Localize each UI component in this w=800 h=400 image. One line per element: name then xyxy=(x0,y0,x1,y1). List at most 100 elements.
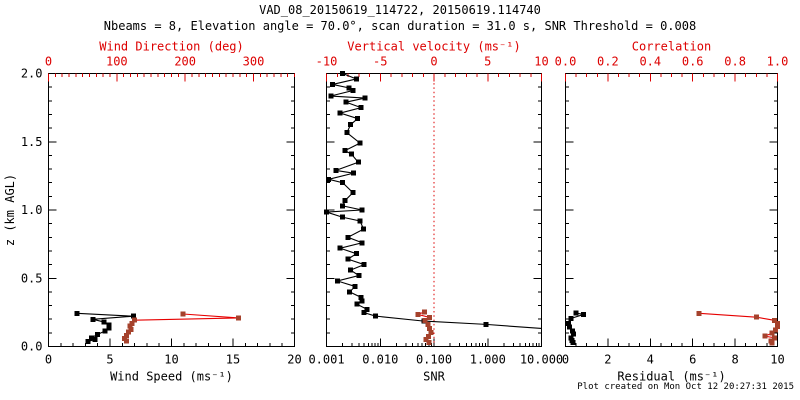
snr-marker xyxy=(483,321,489,327)
snr-marker xyxy=(358,294,364,300)
wind-direction-marker xyxy=(128,326,134,332)
top-tick-label: 200 xyxy=(174,55,196,69)
snr-marker xyxy=(356,273,362,279)
wind-direction-marker xyxy=(125,329,131,335)
x-tick-label: 20 xyxy=(287,353,301,367)
x-tick-label: 0.001 xyxy=(308,353,344,367)
snr-marker xyxy=(359,207,365,213)
wind-direction-marker xyxy=(123,338,129,344)
x-tick-label: 6 xyxy=(689,353,696,367)
residual-markers xyxy=(566,310,587,346)
top-axis-title: Correlation xyxy=(632,40,711,54)
y-tick-label: 2.0 xyxy=(21,67,43,81)
snr-marker xyxy=(355,116,361,122)
snr-marker xyxy=(346,85,352,91)
vertical-velocity-marker xyxy=(426,340,432,346)
vertical-velocity-marker xyxy=(426,333,432,339)
y-tick-label: 1.5 xyxy=(21,135,43,149)
wind-direction-marker xyxy=(180,311,186,317)
residual-marker xyxy=(571,331,577,337)
residual-marker xyxy=(567,324,573,330)
y-axis-title: z (km AGL) xyxy=(3,174,17,246)
x-tick-label: 0.100 xyxy=(416,353,452,367)
wind-direction-line xyxy=(123,313,239,342)
correlation-marker xyxy=(769,340,775,346)
snr-marker xyxy=(324,209,329,215)
snr-marker xyxy=(355,159,361,165)
snr-marker xyxy=(344,130,350,136)
snr-marker xyxy=(337,245,343,251)
residual-marker xyxy=(573,310,579,316)
snr-marker xyxy=(357,140,363,146)
correlation-marker xyxy=(775,321,780,327)
top-tick-label: 0.2 xyxy=(597,55,619,69)
x-tick-label: 8 xyxy=(731,353,738,367)
x-tick-label: 0 xyxy=(45,353,52,367)
correlation-marker xyxy=(771,335,777,341)
snr-marker xyxy=(326,176,332,182)
snr-marker xyxy=(348,151,354,157)
vertical-velocity-marker xyxy=(427,325,433,331)
snr-marker xyxy=(352,283,358,289)
correlation-marker xyxy=(772,327,778,333)
correlation-marker xyxy=(762,333,768,339)
top-tick-label: 0.8 xyxy=(724,55,746,69)
correlation-marker xyxy=(771,317,777,323)
x-tick-label: 1.000 xyxy=(470,353,506,367)
snr-marker xyxy=(361,262,367,268)
plot-credit: Plot created on Mon Oct 12 20:27:31 2015 xyxy=(577,382,794,392)
snr-marker xyxy=(334,278,340,284)
correlation-marker xyxy=(775,324,780,330)
x-tick-label: 5 xyxy=(106,353,113,367)
wind-direction-marker xyxy=(235,315,241,321)
snr-marker xyxy=(330,81,336,87)
top-tick-label: 100 xyxy=(106,55,128,69)
snr-marker xyxy=(340,71,346,76)
x-axis-title: Residual (ms⁻¹) xyxy=(617,370,725,384)
panel-frame xyxy=(48,73,295,347)
wind-speed-marker xyxy=(130,313,136,319)
snr-marker xyxy=(328,93,334,99)
wind-direction-marker xyxy=(127,323,133,329)
snr-marker xyxy=(345,234,351,240)
residual-marker xyxy=(566,321,572,327)
snr-marker xyxy=(342,198,348,204)
wind-speed-marker xyxy=(90,316,96,322)
snr-marker xyxy=(337,110,343,116)
top-tick-label: 0.0 xyxy=(555,55,577,69)
snr-marker xyxy=(333,167,339,173)
vertical-velocity-marker xyxy=(415,311,421,317)
top-tick-label: 0 xyxy=(430,55,437,69)
plot-title: VAD_08_20150619_114722, 20150619.114740 xyxy=(259,3,541,17)
snr-marker xyxy=(351,170,357,176)
x-tick-label: 0 xyxy=(562,353,569,367)
vertical-velocity-markers xyxy=(415,309,434,346)
snr-marker xyxy=(343,99,349,105)
wind-speed-marker xyxy=(85,338,91,344)
snr-marker xyxy=(353,76,359,82)
wind-direction-marker xyxy=(129,320,135,326)
x-tick-label: 2 xyxy=(604,353,611,367)
snr-marker xyxy=(348,122,354,128)
top-tick-label: 0.6 xyxy=(682,55,704,69)
snr-marker xyxy=(345,256,351,262)
snr-marker xyxy=(357,218,363,224)
y-tick-label: 1.0 xyxy=(21,203,43,217)
vertical-velocity-marker xyxy=(422,317,428,323)
vertical-velocity-marker xyxy=(421,309,427,315)
wind-speed-marker xyxy=(106,325,112,331)
snr-marker xyxy=(361,310,367,316)
residual-marker xyxy=(568,316,574,322)
x-tick-label: 10 xyxy=(770,353,784,367)
snr-marker xyxy=(347,289,353,295)
residual-marker xyxy=(581,311,587,317)
top-axis-title: Wind Direction (deg) xyxy=(99,40,244,54)
correlation-markers xyxy=(696,310,780,346)
snr-marker xyxy=(348,267,354,273)
snr-marker xyxy=(358,105,364,111)
correlation-marker xyxy=(769,330,775,336)
wind-speed-marker xyxy=(106,322,112,328)
vertical-velocity-marker xyxy=(423,337,429,343)
